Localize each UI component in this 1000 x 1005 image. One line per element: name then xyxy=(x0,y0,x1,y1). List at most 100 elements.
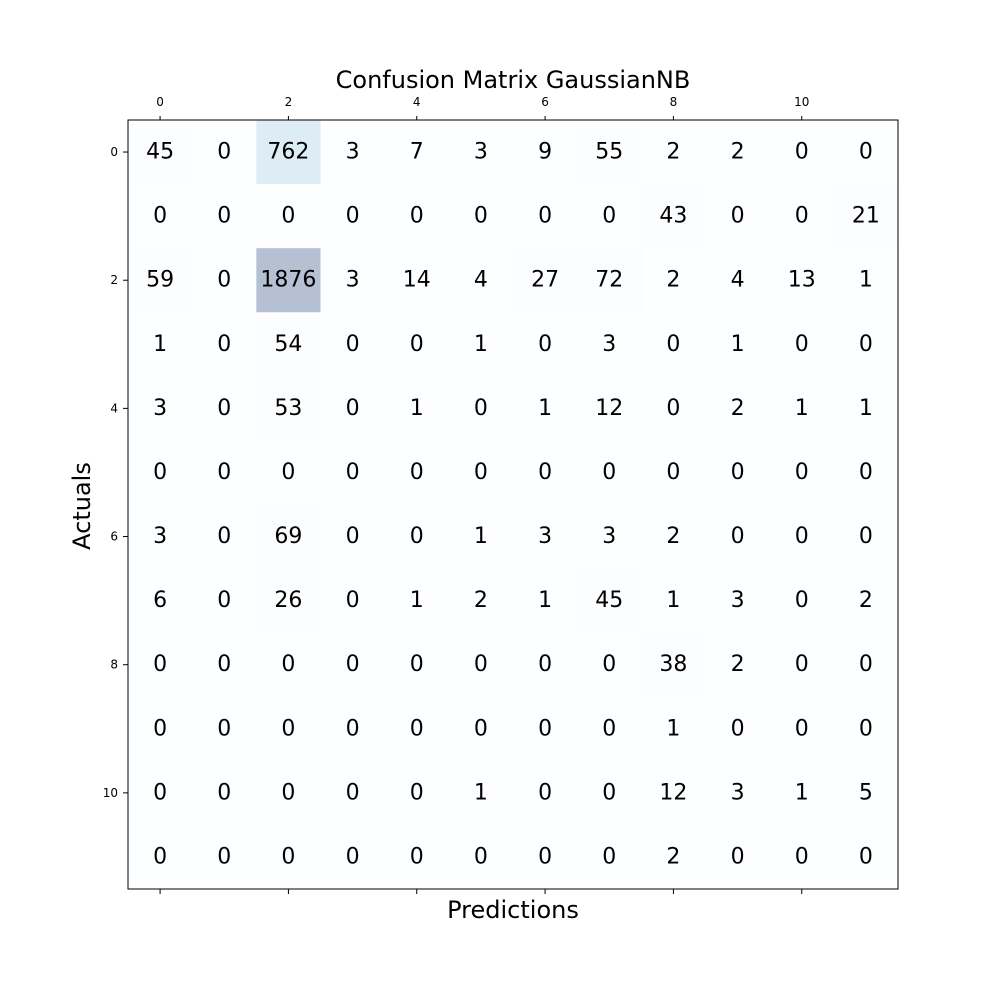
heatmap-cell xyxy=(384,760,450,826)
cell-value-label: 3 xyxy=(602,332,616,357)
cell-value-label: 38 xyxy=(659,652,687,677)
cell-value-label: 0 xyxy=(731,460,745,485)
heatmap-cell xyxy=(320,120,386,185)
heatmap-cell xyxy=(384,248,450,313)
cell-value-label: 0 xyxy=(153,460,167,485)
cell-value-label: 1 xyxy=(859,396,873,421)
cell-value-label: 0 xyxy=(795,332,809,357)
heatmap-cell xyxy=(448,504,514,570)
cell-value-label: 3 xyxy=(538,524,552,549)
heatmap-cell xyxy=(448,760,514,826)
cell-value-label: 0 xyxy=(217,588,231,613)
y-tick-label: 4 xyxy=(110,401,118,415)
heatmap-cell xyxy=(384,632,450,698)
heatmap-cell xyxy=(256,184,321,249)
cell-value-label: 0 xyxy=(795,588,809,613)
heatmap-cell xyxy=(577,504,642,570)
cell-value-label: 13 xyxy=(788,268,816,293)
cell-value-label: 0 xyxy=(538,332,552,357)
cell-value-label: 4 xyxy=(731,268,745,293)
heatmap-cell xyxy=(192,696,257,762)
cell-value-label: 0 xyxy=(474,204,488,229)
cell-value-label: 72 xyxy=(595,268,623,293)
plot-frame xyxy=(127,119,899,890)
heatmap-cell xyxy=(192,376,257,441)
heatmap-cell xyxy=(448,120,514,185)
heatmap-cell xyxy=(192,248,257,313)
heatmap-cell xyxy=(833,440,899,505)
heatmap-cell xyxy=(641,440,706,505)
heatmap-cell xyxy=(128,568,193,634)
cell-value-label: 0 xyxy=(859,524,873,549)
heatmap-cell xyxy=(769,184,835,249)
heatmap-cell xyxy=(384,824,450,890)
heatmap-cell xyxy=(384,568,450,634)
heatmap-cell xyxy=(128,440,193,505)
cell-value-label: 0 xyxy=(153,652,167,677)
cell-value-label: 0 xyxy=(217,844,231,869)
heatmap-cell xyxy=(320,248,386,313)
cell-value-label: 0 xyxy=(859,844,873,869)
heatmap-cell xyxy=(384,120,450,185)
cell-value-label: 0 xyxy=(731,524,745,549)
heatmap-cell xyxy=(833,824,899,890)
cell-value-label: 3 xyxy=(346,140,360,165)
x-tick-label: 10 xyxy=(794,95,809,109)
cell-value-label: 0 xyxy=(602,204,616,229)
cell-value-label: 0 xyxy=(474,716,488,741)
heatmap-cell xyxy=(513,568,578,634)
heatmap-cell xyxy=(320,504,386,570)
x-axis-label: Predictions xyxy=(447,896,579,924)
heatmap-cell xyxy=(384,376,450,441)
heatmap-cell xyxy=(641,248,706,313)
heatmap-cell xyxy=(769,632,835,698)
cell-value-label: 0 xyxy=(153,716,167,741)
heatmap-cell xyxy=(513,120,578,185)
cell-value-label: 43 xyxy=(659,204,687,229)
cell-value-label: 0 xyxy=(217,460,231,485)
cell-value-label: 45 xyxy=(595,588,623,613)
heatmap-cell xyxy=(128,504,193,570)
cell-value-label: 0 xyxy=(795,524,809,549)
heatmap-cells xyxy=(128,120,899,890)
cell-value-label: 27 xyxy=(531,268,559,293)
cell-value-label: 0 xyxy=(346,652,360,677)
y-tick-label: 8 xyxy=(110,658,118,672)
heatmap-cell xyxy=(192,568,257,634)
chart-title: Confusion Matrix GaussianNB xyxy=(336,66,691,94)
cell-value-label: 0 xyxy=(795,844,809,869)
cell-value-label: 0 xyxy=(602,716,616,741)
heatmap-cell xyxy=(833,248,899,313)
x-tick-label: 0 xyxy=(156,95,164,109)
heatmap-cell xyxy=(256,376,321,441)
cell-value-label: 3 xyxy=(474,140,488,165)
cell-value-label: 0 xyxy=(474,460,488,485)
cell-value-label: 14 xyxy=(403,268,431,293)
cell-value-label: 1 xyxy=(538,396,552,421)
heatmap-cell xyxy=(128,376,193,441)
heatmap-cell xyxy=(769,696,835,762)
heatmap-cell xyxy=(769,312,835,377)
cell-value-label: 0 xyxy=(731,844,745,869)
cell-value-label: 0 xyxy=(217,652,231,677)
heatmap-cell xyxy=(256,696,321,762)
heatmap-cell xyxy=(513,504,578,570)
heatmap-cell xyxy=(256,760,321,826)
cell-value-label: 1 xyxy=(666,716,680,741)
cell-value-label: 0 xyxy=(538,780,552,805)
cell-value-label: 1 xyxy=(731,332,745,357)
heatmap-cell xyxy=(448,376,514,441)
heatmap-cell xyxy=(256,504,321,570)
cell-value-label: 54 xyxy=(274,332,302,357)
cell-value-label: 0 xyxy=(410,204,424,229)
cell-value-label: 0 xyxy=(217,524,231,549)
cell-value-label: 0 xyxy=(474,396,488,421)
cell-value-label: 0 xyxy=(346,844,360,869)
heatmap-cell xyxy=(513,824,578,890)
cell-value-label: 2 xyxy=(859,588,873,613)
heatmap-cell xyxy=(769,376,835,441)
cell-value-label: 1 xyxy=(859,268,873,293)
heatmap-cell xyxy=(128,824,193,890)
heatmap-cell xyxy=(833,504,899,570)
